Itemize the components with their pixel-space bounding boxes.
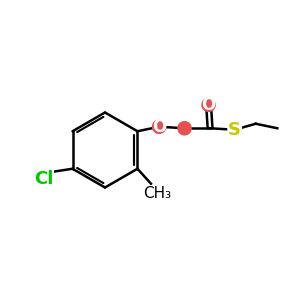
Text: Cl: Cl xyxy=(34,170,53,188)
Text: CH₃: CH₃ xyxy=(143,186,171,201)
Circle shape xyxy=(152,120,166,133)
Text: O: O xyxy=(202,96,216,114)
Circle shape xyxy=(178,122,191,135)
Text: O: O xyxy=(152,118,166,136)
Text: S: S xyxy=(228,121,241,139)
Circle shape xyxy=(202,98,215,111)
